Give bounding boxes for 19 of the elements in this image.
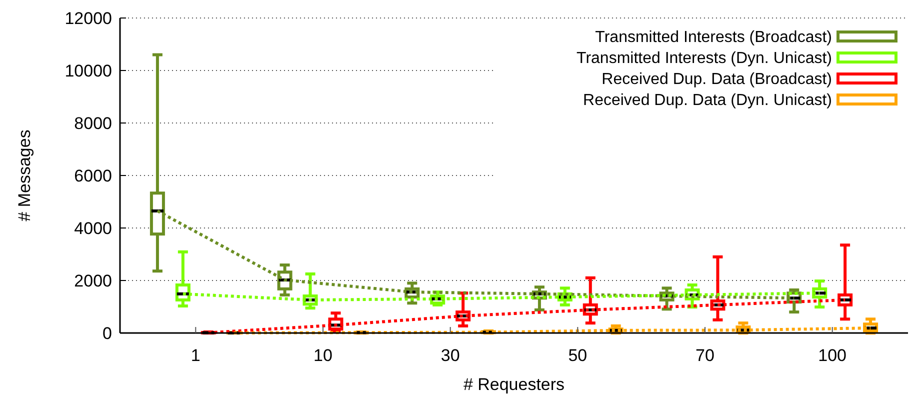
y-tick-label: 4000 (74, 218, 112, 238)
x-tick-label: 1 (190, 346, 200, 365)
y-tick-label: 12000 (64, 8, 112, 28)
legend-label: Transmitted Interests (Dyn. Unicast) (576, 50, 832, 67)
x-axis-title: # Requesters (463, 375, 565, 394)
y-tick-label: 6000 (74, 166, 112, 186)
legend-label: Received Dup. Data (Dyn. Unicast) (583, 92, 832, 109)
y-tick-label: 0 (102, 324, 112, 343)
y-axis-title: # Messages (15, 130, 34, 222)
y-tick-label: 10000 (64, 61, 112, 80)
x-tick-label: 70 (696, 346, 714, 365)
x-tick-label: 50 (568, 346, 588, 365)
x-tick-label: 10 (314, 346, 332, 365)
x-tick-label: 30 (440, 346, 460, 365)
x-tick-label: 100 (818, 346, 847, 365)
y-tick-label: 2000 (74, 271, 112, 290)
legend-label: Received Dup. Data (Broadcast) (602, 71, 832, 88)
legend-label: Transmitted Interests (Broadcast) (595, 29, 832, 46)
y-tick-label: 8000 (74, 114, 112, 133)
